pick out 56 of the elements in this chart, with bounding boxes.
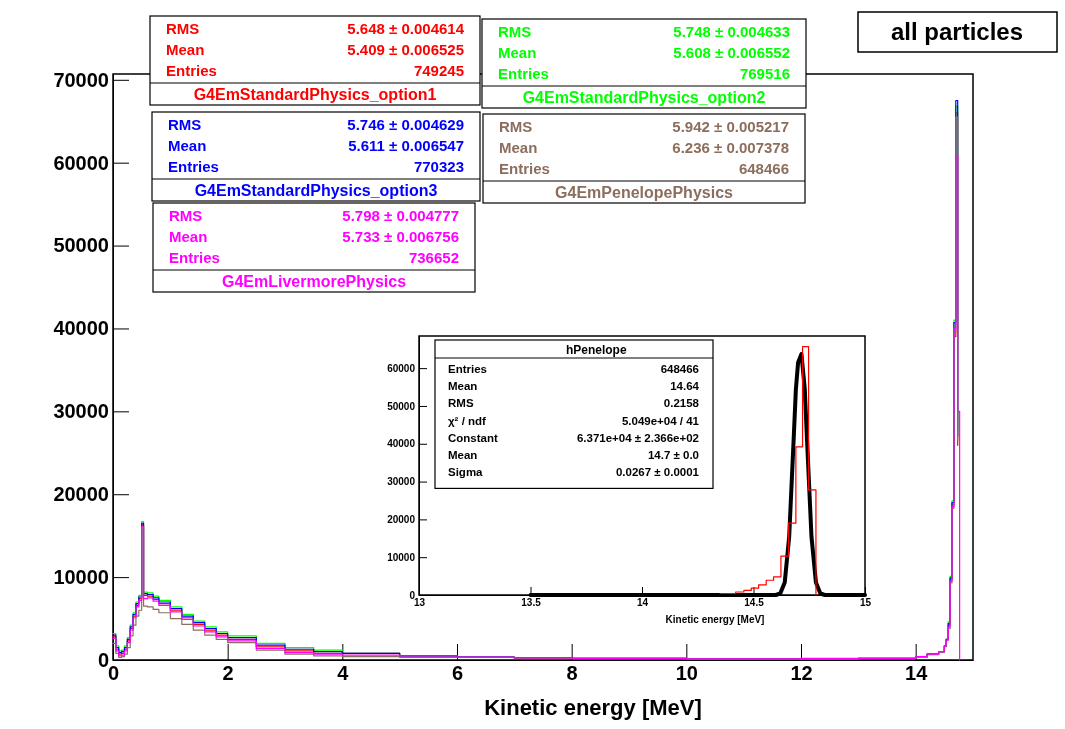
text: RMS 5.798 ± 0.004777	[169, 207, 459, 224]
text: RMS 5.748 ± 0.004633	[498, 23, 790, 40]
text: hPenelope	[565, 343, 627, 357]
y-tick-label: 0	[97, 648, 109, 671]
y-tick-label: 60000	[387, 362, 416, 374]
text: G4EmLivermorePhysics	[221, 273, 407, 290]
x-tick-label: 14	[636, 597, 649, 609]
y-tick-label: 30000	[53, 400, 109, 423]
x-axis-title: Kinetic energy [MeV]	[484, 695, 702, 720]
x-tick-label: 15	[859, 597, 872, 609]
text: Mean 5.733 ± 0.006756	[169, 228, 459, 245]
text: Mean 14.64	[448, 380, 699, 393]
text: χ² / ndf 5.049e+04 / 41	[448, 414, 699, 427]
text: G4EmStandardPhysics_option3	[194, 182, 438, 199]
text: RMS 5.746 ± 0.004629	[168, 116, 464, 133]
x-axis-title: Kinetic energy [MeV]	[665, 614, 765, 625]
text: Entries 769516	[498, 65, 790, 82]
x-tick-label: 4	[337, 662, 350, 685]
text: Mean 5.409 ± 0.006525	[166, 41, 464, 58]
text: Sigma 0.0267 ± 0.0001	[448, 466, 699, 479]
text: G4EmPenelopePhysics	[555, 184, 734, 201]
y-tick-label: 20000	[387, 514, 416, 526]
text: Mean 5.608 ± 0.006552	[498, 44, 790, 61]
text: Mean 6.236 ± 0.007378	[499, 139, 789, 156]
y-tick-label: 70000	[53, 68, 109, 91]
y-tick-label: 60000	[53, 151, 109, 174]
y-tick-label: 50000	[387, 400, 416, 412]
text: G4EmStandardPhysics_option1	[193, 86, 437, 103]
text: Mean 5.611 ± 0.006547	[168, 137, 464, 154]
text: RMS 0.2158	[448, 397, 699, 410]
chart-title: all particles	[890, 18, 1024, 45]
x-tick-label: 10	[675, 662, 698, 685]
x-tick-label: 6	[451, 662, 464, 685]
y-tick-label: 40000	[387, 438, 416, 450]
x-tick-label: 12	[790, 662, 813, 685]
x-tick-label: 14	[905, 662, 929, 685]
y-tick-label: 40000	[53, 317, 109, 340]
x-tick-label: 2	[222, 662, 234, 685]
text: RMS 5.648 ± 0.004614	[166, 20, 464, 37]
text: Entries 736652	[169, 249, 459, 266]
y-tick-label: 10000	[53, 566, 109, 589]
x-tick-label: 13.5	[521, 597, 542, 609]
y-tick-label: 30000	[387, 476, 416, 488]
y-tick-label: 20000	[53, 483, 109, 506]
y-tick-label: 10000	[387, 551, 416, 563]
text: Mean 14.7 ± 0.0	[448, 449, 699, 461]
text: Entries 648466	[499, 160, 789, 177]
text: Entries 770323	[168, 158, 464, 175]
x-tick-label: 14.5	[744, 597, 765, 609]
x-tick-label: 8	[566, 662, 578, 685]
text: Entries 648466	[448, 363, 699, 375]
text: G4EmStandardPhysics_option2	[522, 89, 766, 106]
y-tick-label: 50000	[53, 234, 109, 257]
text: Entries 749245	[166, 62, 464, 79]
text: RMS 5.942 ± 0.005217	[499, 118, 789, 135]
text: Constant 6.371e+04 ± 2.366e+02	[448, 431, 699, 444]
